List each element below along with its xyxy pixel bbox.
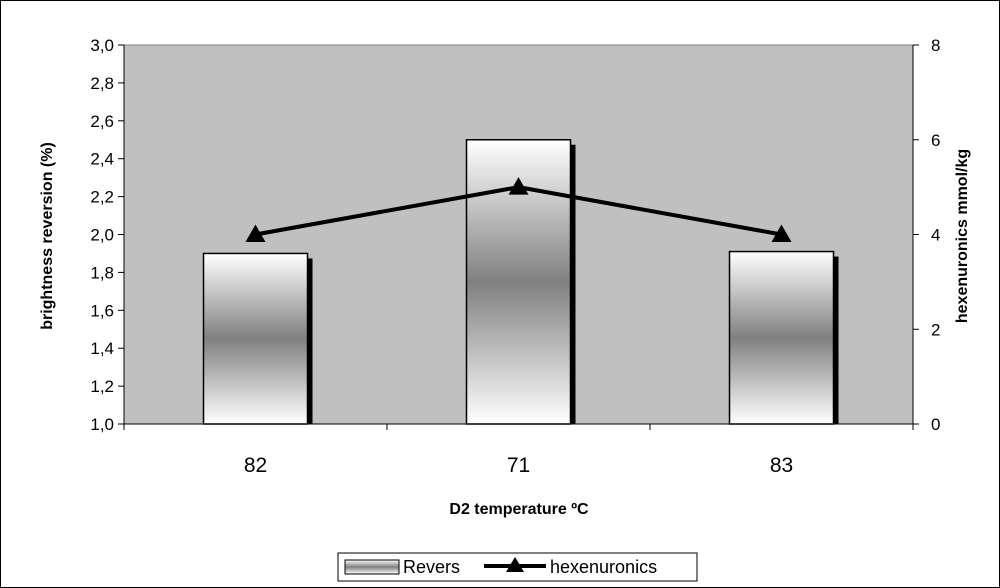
x-tick-label: 71 — [507, 454, 530, 477]
y-tick-label: 3,0 — [90, 36, 114, 55]
x-axis-title: D2 temperature ºC — [449, 501, 589, 518]
marker-hexenuronics-83 — [771, 224, 792, 242]
marker-hexenuronics-71 — [508, 177, 529, 195]
y-axis-title: brightness reversion (%) — [39, 142, 56, 330]
y-tick-label: 2,2 — [90, 188, 114, 207]
y2-tick-label: 4 — [931, 226, 940, 245]
text-layer: 1,0 1,2 1,4 1,6 1,8 2,0 2,2 2,4 2,6 2,8 3,0 0 2 4 6 8 82… — [90, 36, 940, 477]
y2-tick-label: 0 — [931, 415, 940, 434]
x-tick-label: 82 — [244, 454, 267, 477]
line-layer — [245, 177, 792, 242]
legend-label-revers: Revers — [403, 557, 460, 577]
bars-layer — [202, 139, 839, 425]
x-tick-label: 83 — [770, 454, 793, 477]
y-tick-label: 2,6 — [90, 112, 114, 131]
y2-axis-title: hexenuronics mmol/kg — [954, 149, 971, 323]
y2-tick-label: 6 — [931, 131, 940, 150]
y-tick-label: 1,8 — [90, 263, 114, 282]
legend-label-hexenuronics: hexenuronics — [550, 557, 657, 577]
y2-tick-label: 2 — [931, 320, 940, 339]
y-tick-label: 1,0 — [90, 415, 114, 434]
y-tick-label: 2,0 — [90, 226, 114, 245]
marker-hexenuronics-82 — [245, 224, 266, 242]
bar-82 — [202, 252, 309, 425]
axes-layer — [118, 44, 919, 430]
bar-83 — [728, 250, 835, 425]
y2-tick-label: 8 — [931, 36, 940, 55]
y-tick-label: 2,4 — [90, 150, 114, 169]
legend-marker-hexenuronics — [506, 557, 524, 572]
y-tick-label: 1,6 — [90, 301, 114, 320]
y-tick-label: 1,4 — [90, 339, 114, 358]
y-tick-label: 2,8 — [90, 74, 114, 93]
legend-swatch-revers — [344, 559, 400, 575]
legend: Revers hexenuronics — [337, 552, 698, 582]
y-tick-label: 1,2 — [90, 377, 114, 396]
